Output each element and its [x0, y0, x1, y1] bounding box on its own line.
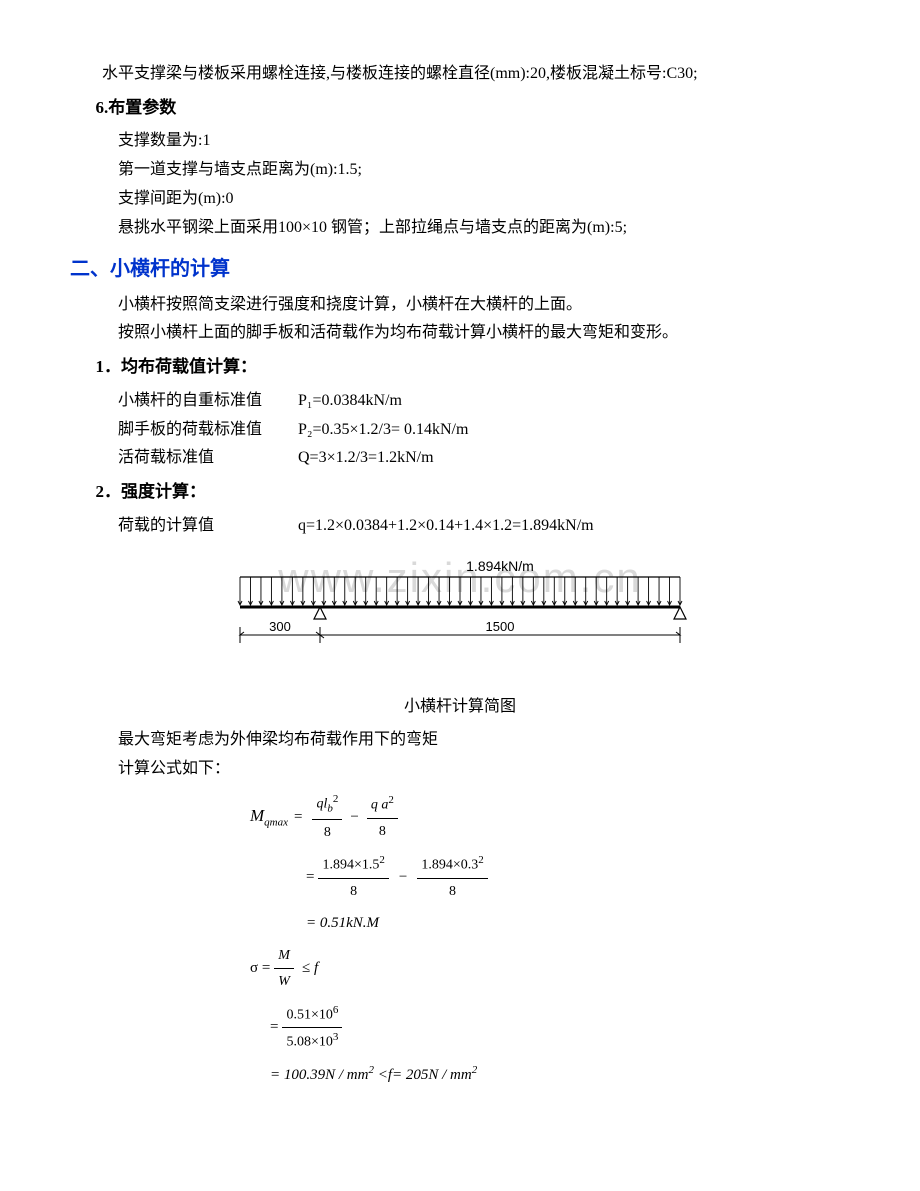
eq-final-sup1: 2 [368, 1064, 374, 1076]
eq-frac6: 0.51×106 5.08×103 [282, 1001, 342, 1056]
intro-paragraph: 水平支撑梁与楼板采用螺栓连接,与楼板连接的螺栓直径(mm):20,楼板混凝土标号… [70, 60, 850, 89]
eq-frac1: qlb2 8 [312, 790, 342, 845]
moment-desc: 最大弯矩考虑为外伸梁均布荷载作用下的弯矩 [70, 726, 850, 755]
frac6-num: 0.51×10 [286, 1007, 332, 1022]
frac2-den: 8 [375, 819, 390, 844]
eq-line-1: Mqmax = qlb2 8 − q a2 8 [250, 790, 850, 845]
load-arrows [238, 577, 682, 605]
frac3-den: 8 [346, 879, 361, 904]
eq-line-6: = 100.39N / mm2 <f= 205N / mm2 [270, 1061, 850, 1089]
eq-minus2: − [399, 864, 407, 891]
calc2-label: 脚手板的荷载标准值 [118, 416, 298, 445]
calc2-value: P₂=0.35×1.2/3= 0.14kN/m [298, 416, 468, 445]
eq-frac4: 1.894×0.32 8 [417, 851, 487, 904]
eq-final-b: <f= 205N / mm [378, 1067, 472, 1083]
eq-line-5: = 0.51×106 5.08×103 [270, 1001, 850, 1056]
calc4-label: 荷载的计算值 [118, 512, 298, 541]
frac2-sup: 2 [388, 794, 394, 806]
sec6-line4: 悬挑水平钢梁上面采用100×10 钢管；上部拉绳点与墙支点的距离为(m):5; [70, 214, 850, 243]
frac4-sup: 2 [478, 854, 484, 866]
eq-sigma: σ = [250, 955, 270, 982]
page-content: 水平支撑梁与楼板采用螺栓连接,与楼板连接的螺栓直径(mm):20,楼板混凝土标号… [70, 60, 850, 1089]
support-right [674, 607, 686, 619]
t2-paragraph2: 按照小横杆上面的脚手板和活荷载作为均布荷载计算小横杆的最大弯矩和变形。 [70, 319, 850, 348]
calc3-label: 活荷载标准值 [118, 444, 298, 473]
eq-frac2: q a2 8 [367, 791, 398, 844]
calc-row-2: 脚手板的荷载标准值 P₂=0.35×1.2/3= 0.14kN/m [70, 416, 850, 445]
eq-frac5: M W [274, 943, 294, 994]
sec6-line2: 第一道支撑与墙支点距离为(m):1.5; [70, 156, 850, 185]
eq-frac3: 1.894×1.52 8 [318, 851, 388, 904]
subsection-1-title: 1．均布荷载值计算： [70, 352, 850, 383]
frac2-num: q a [371, 798, 389, 813]
eq-sig-tail: ≤ f [302, 955, 318, 982]
frac4-den: 8 [445, 879, 460, 904]
eq-M: Mqmax [250, 801, 288, 833]
t2-p2-text: 按照小横杆上面的脚手板和活荷载作为均布荷载计算小横杆的最大弯矩和变形。 [118, 324, 678, 341]
dim-300: 300 [269, 619, 291, 634]
calc-row-4: 荷载的计算值 q=1.2×0.0384+1.2×0.14+1.4×1.2=1.8… [70, 512, 850, 541]
section-6-title: 6.布置参数 [70, 93, 850, 124]
calc4-value: q=1.2×0.0384+1.2×0.14+1.4×1.2=1.894kN/m [298, 512, 594, 541]
frac6-num-sup: 6 [333, 1004, 339, 1016]
sec6-line3: 支撑间距为(m):0 [70, 185, 850, 214]
dim-arrow [320, 635, 326, 638]
calc-row-3: 活荷载标准值 Q=3×1.2/3=1.2kN/m [70, 444, 850, 473]
t2-paragraph1: 小横杆按照简支梁进行强度和挠度计算，小横杆在大横杆的上面。 [70, 291, 850, 320]
eq-result1: = 0.51kN.M [306, 910, 379, 937]
section-2-title-blue: 二、小横杆的计算 [70, 251, 850, 287]
frac1-num: ql [316, 796, 327, 811]
frac3-num: 1.894×1.5 [322, 858, 379, 873]
eq-line-3: = 0.51kN.M [306, 910, 850, 937]
frac3-sup: 2 [379, 854, 385, 866]
load-label: 1.894kN/m [466, 558, 534, 574]
frac6-den-sup: 3 [333, 1031, 339, 1043]
beam-diagram: 1.894kN/m 300 1500 [230, 557, 690, 678]
formula-intro: 计算公式如下： [70, 755, 850, 784]
subsection-2-title: 2．强度计算： [70, 477, 850, 508]
eq-final-sup2: 2 [472, 1064, 478, 1076]
dim-arrow [674, 632, 680, 635]
support-left [314, 607, 326, 619]
diagram-caption: 小横杆计算简图 [70, 693, 850, 722]
frac6-den: 5.08×10 [286, 1035, 332, 1050]
frac4-num: 1.894×0.3 [421, 858, 478, 873]
frac5-den: W [274, 969, 294, 994]
calc1-label: 小横杆的自重标准值 [118, 387, 298, 416]
beam-diagram-svg: 1.894kN/m 300 1500 [230, 557, 690, 667]
frac1-den: 8 [320, 820, 335, 845]
eq-line-2: = 1.894×1.52 8 − 1.894×0.32 8 [306, 851, 850, 904]
equation-block: Mqmax = qlb2 8 − q a2 8 = 1.894×1.52 8 −… [250, 790, 850, 1090]
eq-final-a: = 100.39N / mm [270, 1067, 368, 1083]
calc3-value: Q=3×1.2/3=1.2kN/m [298, 444, 434, 473]
dim-1500: 1500 [486, 619, 515, 634]
calc1-value: P₁=0.0384kN/m [298, 387, 402, 416]
eq-line-4: σ = M W ≤ f [250, 943, 850, 994]
eq-eq2: = [306, 864, 314, 891]
frac5-num: M [274, 943, 294, 969]
eq-eq5: = [270, 1014, 278, 1041]
dim-arrow [240, 632, 246, 635]
sec6-line1: 支撑数量为:1 [70, 127, 850, 156]
eq-M-text: M [250, 806, 264, 825]
frac1-sup: 2 [333, 793, 339, 805]
eq-eq: = [294, 804, 302, 831]
eq-M-sub: qmax [264, 817, 288, 829]
eq-minus: − [350, 804, 358, 831]
calc-row-1: 小横杆的自重标准值 P₁=0.0384kN/m [70, 387, 850, 416]
